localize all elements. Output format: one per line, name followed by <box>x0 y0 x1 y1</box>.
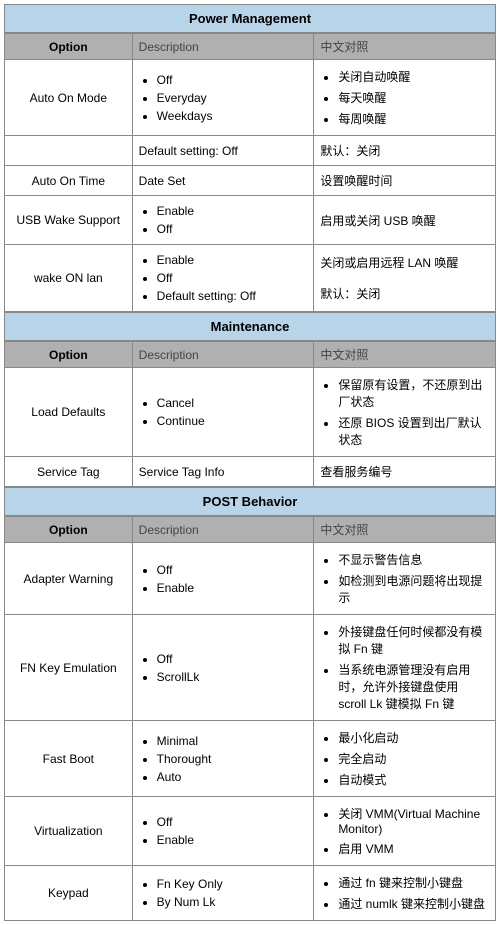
header-description: Description <box>132 34 314 60</box>
option-cell: Keypad <box>5 866 133 921</box>
header-description: Description <box>132 517 314 543</box>
options-table: OptionDescription中文对照Auto On ModeOffEver… <box>4 33 496 312</box>
table-row: FN Key EmulationOffScrollLk外接键盘任何时候都没有模拟… <box>5 615 496 721</box>
header-option: Option <box>5 517 133 543</box>
description-cell: OffEnable <box>132 543 314 615</box>
option-cell: Adapter Warning <box>5 543 133 615</box>
description-cell: OffEnable <box>132 797 314 866</box>
table-row: KeypadFn Key OnlyBy Num Lk通过 fn 键来控制小键盘通… <box>5 866 496 921</box>
cn-cell: 默认：关闭 <box>314 136 496 166</box>
table-row: Default setting: Off默认：关闭 <box>5 136 496 166</box>
option-cell: Virtualization <box>5 797 133 866</box>
table-row: VirtualizationOffEnable关闭 VMM(Virtual Ma… <box>5 797 496 866</box>
section-title: Maintenance <box>4 312 496 341</box>
options-table: OptionDescription中文对照Adapter WarningOffE… <box>4 516 496 921</box>
option-cell: FN Key Emulation <box>5 615 133 721</box>
option-cell: Fast Boot <box>5 721 133 797</box>
option-cell: USB Wake Support <box>5 196 133 245</box>
option-cell <box>5 136 133 166</box>
table-row: Adapter WarningOffEnable不显示警告信息如检测到电源问题将… <box>5 543 496 615</box>
header-option: Option <box>5 342 133 368</box>
cn-cell: 关闭 VMM(Virtual Machine Monitor)启用 VMM <box>314 797 496 866</box>
table-row: Service TagService Tag Info查看服务编号 <box>5 457 496 487</box>
description-cell: Date Set <box>132 166 314 196</box>
cn-cell: 设置唤醒时间 <box>314 166 496 196</box>
table-row: Load DefaultsCancelContinue保留原有设置，不还原到出厂… <box>5 368 496 457</box>
description-cell: MinimalThoroughtAuto <box>132 721 314 797</box>
header-cn: 中文对照 <box>314 342 496 368</box>
cn-cell: 不显示警告信息如检测到电源问题将出现提示 <box>314 543 496 615</box>
table-row: USB Wake SupportEnableOff启用或关闭 USB 唤醒 <box>5 196 496 245</box>
cn-cell: 查看服务编号 <box>314 457 496 487</box>
description-cell: OffScrollLk <box>132 615 314 721</box>
options-table: OptionDescription中文对照Load DefaultsCancel… <box>4 341 496 487</box>
cn-cell: 保留原有设置，不还原到出厂状态还原 BIOS 设置到出厂默认状态 <box>314 368 496 457</box>
section-title: POST Behavior <box>4 487 496 516</box>
description-cell: Default setting: Off <box>132 136 314 166</box>
table-row: wake ON lanEnableOffDefault setting: Off… <box>5 245 496 312</box>
cn-cell: 启用或关闭 USB 唤醒 <box>314 196 496 245</box>
description-cell: EnableOffDefault setting: Off <box>132 245 314 312</box>
table-row: Fast BootMinimalThoroughtAuto最小化启动完全启动自动… <box>5 721 496 797</box>
section-title: Power Management <box>4 4 496 33</box>
cn-cell: 通过 fn 键来控制小键盘通过 numlk 键来控制小键盘 <box>314 866 496 921</box>
option-cell: Load Defaults <box>5 368 133 457</box>
option-cell: Service Tag <box>5 457 133 487</box>
header-description: Description <box>132 342 314 368</box>
description-cell: EnableOff <box>132 196 314 245</box>
header-option: Option <box>5 34 133 60</box>
cn-cell: 最小化启动完全启动自动模式 <box>314 721 496 797</box>
description-cell: Fn Key OnlyBy Num Lk <box>132 866 314 921</box>
table-row: Auto On ModeOffEverydayWeekdays关闭自动唤醒每天唤… <box>5 60 496 136</box>
option-cell: Auto On Time <box>5 166 133 196</box>
option-cell: wake ON lan <box>5 245 133 312</box>
header-cn: 中文对照 <box>314 34 496 60</box>
description-cell: Service Tag Info <box>132 457 314 487</box>
description-cell: OffEverydayWeekdays <box>132 60 314 136</box>
description-cell: CancelContinue <box>132 368 314 457</box>
cn-cell: 外接键盘任何时候都没有模拟 Fn 键当系统电源管理没有启用时，允许外接键盘使用 … <box>314 615 496 721</box>
cn-cell: 关闭自动唤醒每天唤醒每周唤醒 <box>314 60 496 136</box>
header-cn: 中文对照 <box>314 517 496 543</box>
cn-cell: 关闭或启用远程 LAN 唤醒默认：关闭 <box>314 245 496 312</box>
table-row: Auto On TimeDate Set设置唤醒时间 <box>5 166 496 196</box>
option-cell: Auto On Mode <box>5 60 133 136</box>
